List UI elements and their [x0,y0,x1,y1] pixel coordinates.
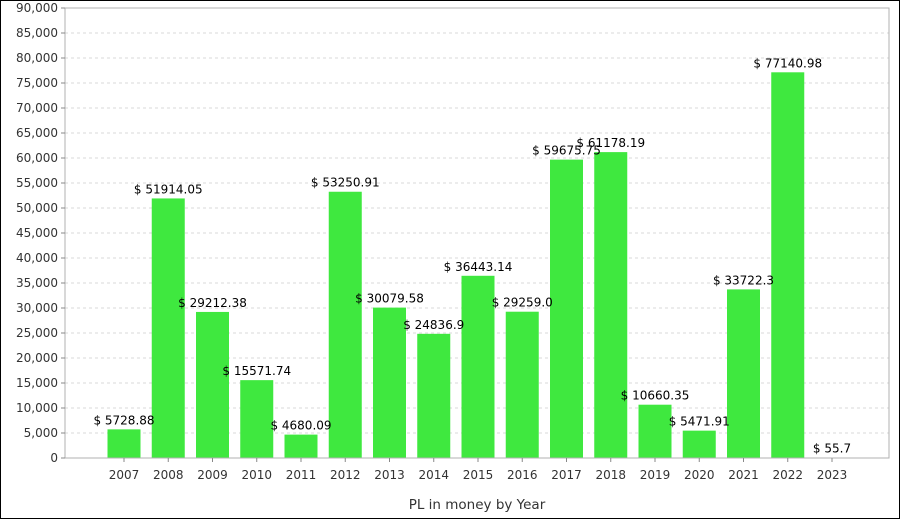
data-label: $ 33722.3 [713,273,774,287]
data-label: $ 5728.88 [93,413,154,427]
y-tick-label: 70,000 [16,101,58,115]
x-tick-label: 2016 [507,468,538,482]
x-tick-label: 2019 [640,468,671,482]
x-tick-label: 2012 [330,468,361,482]
x-tick-label: 2009 [197,468,228,482]
x-tick-label: 2020 [684,468,715,482]
bar [151,198,185,458]
x-axis-title: PL in money by Year [409,497,546,513]
y-tick-label: 25,000 [16,326,58,340]
x-tick-label: 2013 [374,468,405,482]
x-tick-label: 2015 [463,468,494,482]
data-label: $ 53250.91 [311,176,380,190]
x-tick-label: 2014 [418,468,449,482]
y-tick-label: 85,000 [16,26,58,40]
y-tick-label: 50,000 [16,201,58,215]
data-label: $ 55.7 [813,442,851,456]
data-label: $ 36443.14 [444,260,513,274]
bar [196,311,229,458]
y-axis-ticks: 0 5,000 10,000 15,000 20,000 25,000 30,000 35,0… [16,1,65,465]
bar [107,429,141,458]
data-label: $ 77140.98 [753,56,822,70]
bar [594,152,628,458]
bar [328,191,362,458]
y-tick-label: 75,000 [16,76,58,90]
y-tick-label: 10,000 [16,401,58,415]
x-tick-label: 2011 [286,468,317,482]
bar [417,333,451,458]
data-label: $ 15571.74 [222,364,291,378]
data-label: $ 51914.05 [134,182,203,196]
x-tick-label: 2007 [109,468,140,482]
bar [284,434,318,458]
x-axis-ticks: 2007 2008 2009 2010 2011 2012 2013 2014 2015 2016… [109,458,848,482]
bar [638,404,672,458]
y-tick-label: 30,000 [16,301,58,315]
bar [373,307,406,458]
y-tick-label: 60,000 [16,151,58,165]
y-tick-label: 90,000 [16,1,58,15]
bar [771,72,805,458]
y-tick-label: 55,000 [16,176,58,190]
y-tick-label: 5,000 [24,426,58,440]
data-label: $ 29212.38 [178,296,247,310]
bars [107,72,849,458]
data-label: $ 24836.9 [403,318,464,332]
data-label: $ 59675.75 [532,144,601,158]
x-tick-label: 2018 [595,468,626,482]
data-label: $ 10660.35 [621,389,690,403]
x-tick-label: 2010 [241,468,272,482]
data-label: $ 29259.0 [492,296,553,310]
y-tick-label: 80,000 [16,51,58,65]
y-tick-label: 45,000 [16,226,58,240]
y-tick-label: 65,000 [16,126,58,140]
y-tick-label: 15,000 [16,376,58,390]
bar [550,159,583,458]
data-label: $ 4680.09 [270,419,331,433]
bar [682,430,716,458]
bar [505,311,539,458]
bar [461,275,495,458]
bar [240,380,274,458]
data-label: $ 5471.91 [669,415,730,429]
x-tick-label: 2017 [551,468,582,482]
y-tick-label: 35,000 [16,276,58,290]
x-tick-label: 2023 [817,468,848,482]
x-tick-label: 2021 [728,468,759,482]
data-labels: $ 5728.88 $ 51914.05 $ 29212.38 $ 15571.74 $… [93,56,851,455]
data-label: $ 30079.58 [355,292,424,306]
y-tick-label: 0 [50,451,58,465]
y-tick-label: 20,000 [16,351,58,365]
y-tick-label: 40,000 [16,251,58,265]
bar [727,289,760,458]
x-tick-label: 2008 [153,468,184,482]
data-label: $ 61178.19 [576,136,645,150]
x-tick-label: 2022 [772,468,803,482]
